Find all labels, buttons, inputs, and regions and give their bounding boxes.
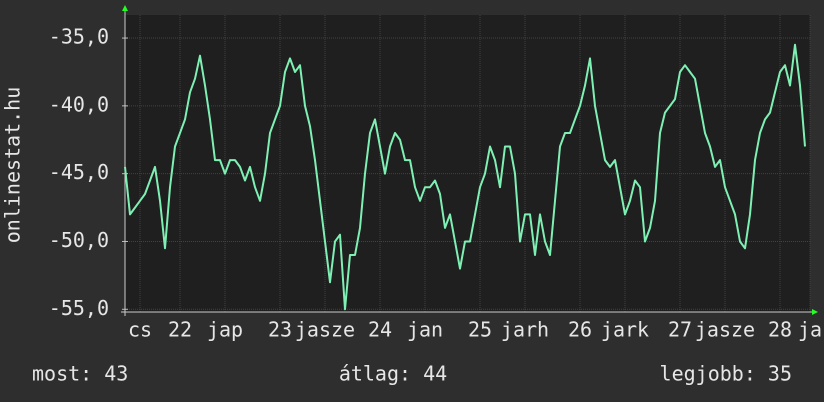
y-tick-label: -35,0 <box>49 25 109 49</box>
plot-area <box>125 15 810 312</box>
footer-stat: most: 43 <box>32 362 128 386</box>
x-tick-label: cs <box>128 318 152 342</box>
footer-stat: legjobb: 35 <box>660 362 792 386</box>
x-tick-label: jasze <box>295 318 355 342</box>
y-tick-label: -55,0 <box>49 296 109 320</box>
x-tick-label: 27 <box>668 318 692 342</box>
x-tick-label: jarh <box>501 318 549 342</box>
y-tick-label: -45,0 <box>49 160 109 184</box>
x-tick-label: ja <box>798 318 822 342</box>
footer-stat: átlag: 44 <box>339 362 447 386</box>
x-tick-label: 22 <box>168 318 192 342</box>
x-tick-label: jasze <box>695 318 755 342</box>
x-tick-label: 26 <box>568 318 592 342</box>
x-tick-label: 24 <box>368 318 392 342</box>
y-tick-label: -40,0 <box>49 92 109 116</box>
x-tick-label: 23 <box>268 318 292 342</box>
y-axis-label: onlinestat.hu <box>1 87 25 244</box>
x-tick-label: 25 <box>468 318 492 342</box>
series-line <box>124 43 806 311</box>
x-tick-label: 28 <box>768 318 792 342</box>
x-tick-label: jan <box>407 318 443 342</box>
x-tick-label: jap <box>207 318 243 342</box>
x-tick-label: jark <box>601 318 649 342</box>
y-tick-label: -50,0 <box>49 228 109 252</box>
axis-arrow <box>122 5 128 11</box>
axis-arrow <box>812 309 818 315</box>
